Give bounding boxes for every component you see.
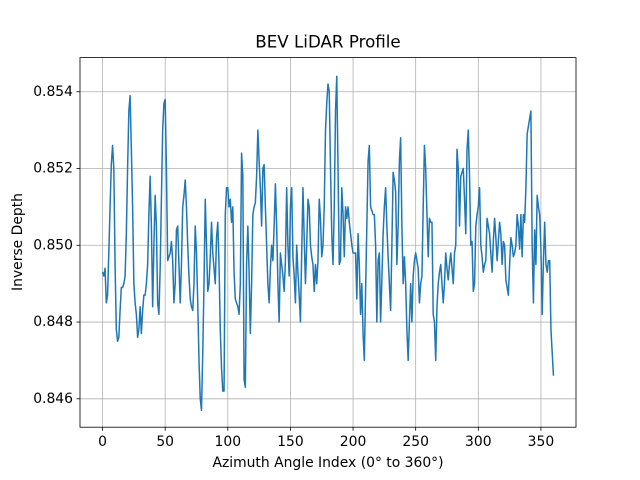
y-tick-label: 0.846 (33, 391, 73, 407)
x-tick-label: 250 (402, 434, 429, 450)
x-tick-label: 200 (340, 434, 367, 450)
y-axis-label: Inverse Depth (10, 193, 26, 291)
x-tick-label: 100 (215, 434, 242, 450)
x-tick-label: 0 (98, 434, 107, 450)
x-tick-label: 150 (277, 434, 304, 450)
x-tick-label: 50 (156, 434, 174, 450)
y-tick-label: 0.852 (33, 161, 73, 177)
y-tick-label: 0.848 (33, 314, 73, 330)
data-line (101, 75, 555, 412)
chart-title: BEV LiDAR Profile (255, 32, 400, 52)
axes-frame (79, 57, 577, 428)
y-tick-label: 0.850 (33, 237, 73, 253)
x-tick-label: 300 (465, 434, 492, 450)
y-tick-label: 0.854 (33, 84, 73, 100)
x-axis-label: Azimuth Angle Index (0° to 360°) (212, 455, 443, 471)
plot-area (101, 75, 555, 412)
ticks: 0 50 100 150 200 250 300 350 0.846 0.848 0.850 0.85… (33, 84, 554, 450)
x-tick-label: 350 (528, 434, 555, 450)
